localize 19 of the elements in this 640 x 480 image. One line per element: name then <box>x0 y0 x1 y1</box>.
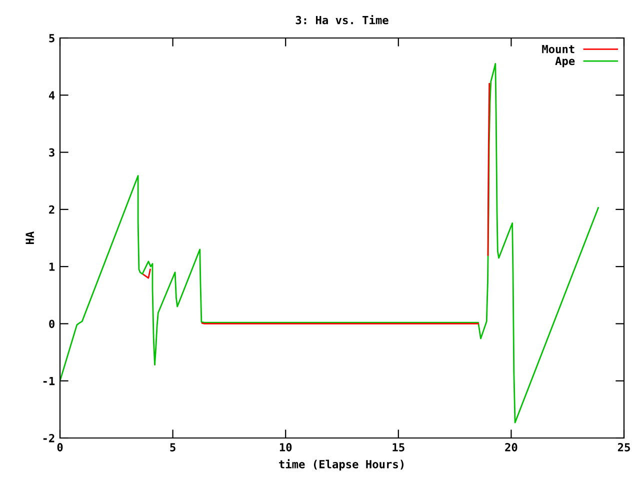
x-tick-label: 5 <box>170 443 176 452</box>
y-tick-label: 0 <box>49 320 54 328</box>
y-tick-label: 2 <box>49 205 54 214</box>
y-tick-label: -1 <box>43 376 55 386</box>
x-axis-title: time (Elapse Hours) <box>279 459 404 471</box>
y-tick-label: 4 <box>49 91 55 100</box>
y-tick-label: -2 <box>43 434 54 442</box>
y-tick-label: 1 <box>49 262 55 271</box>
x-tick-label: 10 <box>280 443 292 452</box>
x-tick-label: 15 <box>392 443 404 452</box>
y-tick-label: 5 <box>49 34 54 42</box>
y-tick-label: 3 <box>49 148 54 157</box>
y-axis-title: HA <box>26 231 34 244</box>
legend-label: Mount <box>542 45 574 54</box>
x-tick-label: 20 <box>505 443 518 452</box>
chart-title: 3: Ha vs. Time <box>296 15 388 24</box>
x-tick-label: 25 <box>618 443 630 452</box>
x-tick-label: 0 <box>57 443 63 452</box>
legend-label: Ape <box>555 56 575 68</box>
